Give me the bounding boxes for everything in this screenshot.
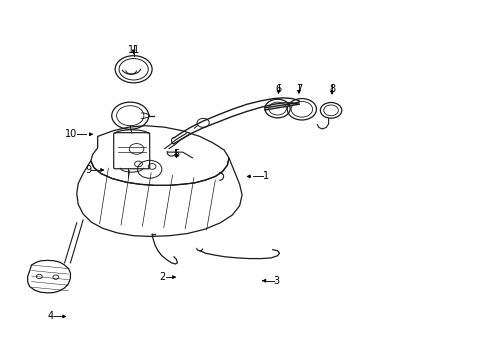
Text: 9: 9 [85, 165, 91, 175]
Text: 3: 3 [273, 276, 279, 286]
Text: 2: 2 [159, 272, 165, 282]
Text: 10: 10 [64, 129, 77, 139]
Text: 6: 6 [275, 84, 281, 94]
Text: 8: 8 [328, 84, 334, 94]
Text: 4: 4 [48, 311, 54, 321]
Text: 1: 1 [263, 171, 268, 181]
Text: 5: 5 [173, 149, 179, 158]
Text: 7: 7 [295, 84, 302, 94]
Text: 11: 11 [127, 45, 140, 55]
